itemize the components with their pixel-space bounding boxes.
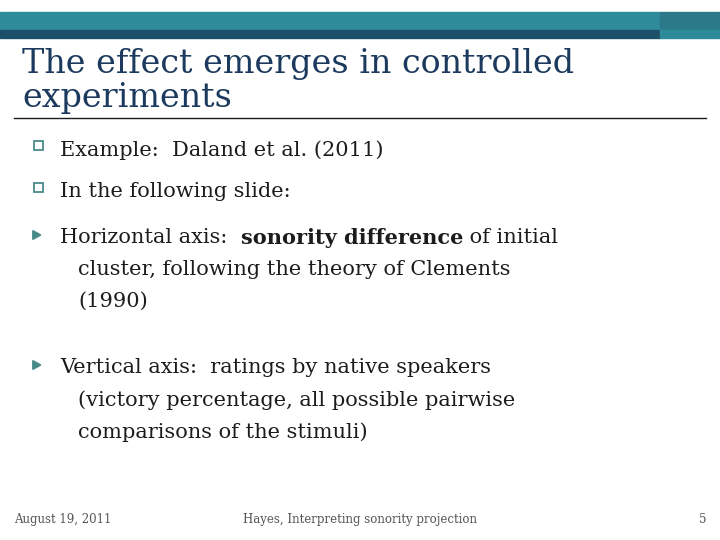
- Text: In the following slide:: In the following slide:: [60, 182, 291, 201]
- Text: 5: 5: [698, 513, 706, 526]
- Polygon shape: [33, 361, 41, 369]
- Text: The effect emerges in controlled: The effect emerges in controlled: [22, 48, 574, 80]
- Text: Example:  Daland et al. (2011): Example: Daland et al. (2011): [60, 140, 384, 160]
- Bar: [660, 30, 720, 38]
- Text: Vertical axis:  ratings by native speakers: Vertical axis: ratings by native speaker…: [60, 358, 491, 377]
- Text: Hayes, Interpreting sonority projection: Hayes, Interpreting sonority projection: [243, 513, 477, 526]
- Text: (victory percentage, all possible pairwise: (victory percentage, all possible pairwi…: [78, 390, 516, 410]
- Text: of initial: of initial: [463, 228, 558, 247]
- Bar: [34, 140, 42, 150]
- Text: cluster, following the theory of Clements: cluster, following the theory of Clement…: [78, 260, 510, 279]
- Text: comparisons of the stimuli): comparisons of the stimuli): [78, 422, 368, 442]
- Text: (1990): (1990): [78, 292, 148, 311]
- Bar: [0, 12, 660, 32]
- Bar: [0, 30, 660, 38]
- Text: experiments: experiments: [22, 82, 232, 114]
- Bar: [34, 183, 42, 192]
- Text: Horizontal axis:: Horizontal axis:: [60, 228, 240, 247]
- Polygon shape: [33, 231, 41, 239]
- Text: August 19, 2011: August 19, 2011: [14, 513, 112, 526]
- Text: sonority difference: sonority difference: [240, 228, 463, 248]
- Bar: [660, 12, 720, 32]
